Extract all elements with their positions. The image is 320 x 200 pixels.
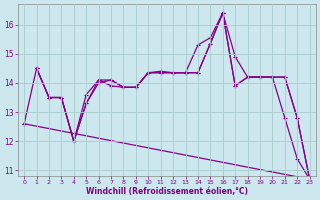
X-axis label: Windchill (Refroidissement éolien,°C): Windchill (Refroidissement éolien,°C)	[86, 187, 248, 196]
